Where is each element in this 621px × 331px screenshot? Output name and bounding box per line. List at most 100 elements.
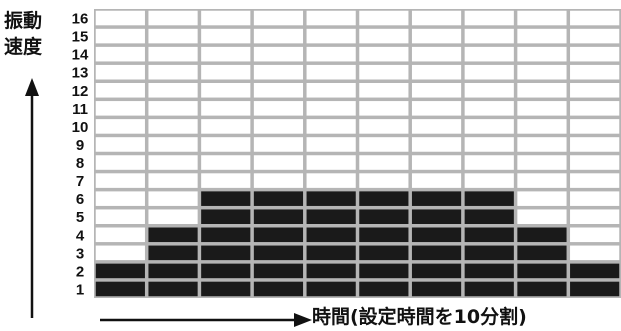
bar-cell-filled [464,191,514,206]
bar-cell-filled [148,245,198,261]
bar-cell-empty [306,101,356,116]
y-axis-arrowhead-icon [25,78,39,96]
bar-cell-filled [253,191,304,206]
bar-cell-filled [201,191,251,206]
bar-cell-filled [253,263,304,279]
bar-cell-empty [570,46,620,62]
bar-cell-empty [201,46,251,62]
bar-cell-empty [148,191,198,206]
bar-cell-filled [464,209,514,224]
bar-cell-filled [464,227,514,243]
bar-cell-empty [148,46,198,62]
bar-cell-empty [517,10,567,26]
bar-cell-empty [411,10,462,26]
bar-cell-empty [411,64,462,80]
bar-cell-empty [517,119,567,134]
bar-cell-empty [95,46,145,62]
bar-cell-filled [306,191,356,206]
bar-cell-empty [570,245,620,261]
bar-cell-filled [148,227,198,243]
bar-cell-empty [306,119,356,134]
y-tick-label: 12 [72,83,89,100]
bar-cell-empty [570,155,620,170]
bar-cell-filled [95,263,145,279]
bar-cell-empty [570,119,620,134]
bar-cell-empty [95,155,145,170]
bar-cell-filled [253,281,304,297]
bar-cell-filled [306,245,356,261]
bar-cell-empty [253,119,304,134]
bar-cell-empty [306,83,356,98]
y-tick-label: 8 [76,155,84,172]
bar-cell-empty [201,155,251,170]
bar-cell-filled [411,227,462,243]
bar-cell-filled [253,227,304,243]
bar-cell-empty [95,173,145,188]
bar-cell-filled [517,245,567,261]
bar-cell-empty [95,28,145,44]
y-tick-label: 11 [72,101,88,118]
bar-cell-empty [201,28,251,44]
bar-cell-empty [411,137,462,152]
y-tick-label: 16 [72,11,89,28]
bar-cell-empty [464,101,514,116]
y-tick-label: 9 [76,137,84,154]
cells [95,10,620,297]
bar-cell-empty [201,101,251,116]
bar-cell-filled [148,263,198,279]
bar-cell-empty [201,64,251,80]
bar-cell-empty [95,83,145,98]
bar-cell-empty [570,227,620,243]
bar-cell-filled [517,227,567,243]
bar-cell-filled [464,263,514,279]
y-tick-label: 1 [76,281,84,298]
bar-cell-empty [201,83,251,98]
bar-cell-empty [464,64,514,80]
y-tick-label: 6 [76,191,84,208]
bar-cell-empty [517,137,567,152]
bar-cell-filled [570,281,620,297]
bar-cell-empty [517,64,567,80]
bar-cell-empty [148,10,198,26]
bar-cell-empty [411,28,462,44]
bar-cell-empty [253,28,304,44]
bar-cell-empty [306,137,356,152]
y-axis-label-line-1: 振動 [4,10,43,32]
bar-cell-empty [253,64,304,80]
bar-cell-empty [359,10,409,26]
bar-cell-empty [570,173,620,188]
bar-cell-empty [148,137,198,152]
bar-cell-empty [464,137,514,152]
bar-cell-empty [411,173,462,188]
bar-cell-filled [148,281,198,297]
y-tick-label: 3 [76,245,84,262]
bar-cell-empty [359,83,409,98]
bar-cell-empty [148,83,198,98]
bar-cell-empty [95,119,145,134]
bar-cell-empty [359,155,409,170]
bar-cell-empty [148,101,198,116]
bar-cell-empty [570,10,620,26]
bar-cell-empty [306,46,356,62]
bar-cell-empty [253,101,304,116]
bar-cell-filled [411,191,462,206]
bar-cell-empty [95,101,145,116]
bar-cell-empty [517,46,567,62]
bar-cell-empty [306,173,356,188]
bar-cell-empty [517,83,567,98]
bar-cell-filled [464,245,514,261]
bar-cell-empty [464,10,514,26]
bar-cell-empty [517,28,567,44]
bar-cell-empty [517,191,567,206]
bar-cell-empty [570,191,620,206]
bar-cell-empty [201,119,251,134]
bar-cell-empty [148,209,198,224]
bar-cell-empty [359,119,409,134]
bar-cell-filled [359,245,409,261]
y-tick-label: 4 [76,227,85,244]
bar-cell-filled [253,209,304,224]
bar-cell-empty [570,101,620,116]
bar-cell-empty [570,28,620,44]
